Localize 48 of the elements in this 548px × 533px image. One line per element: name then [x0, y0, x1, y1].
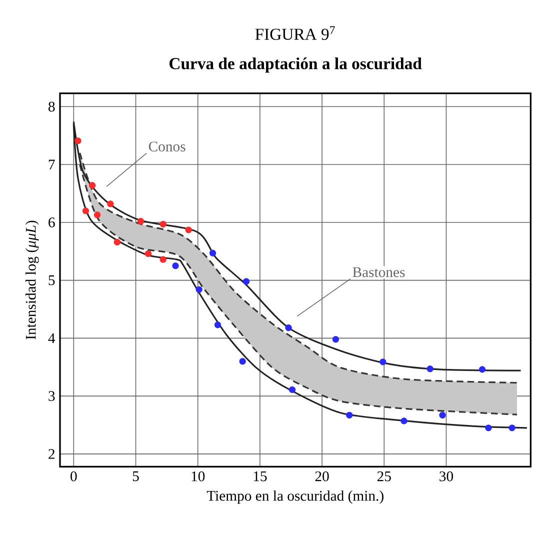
- point: [214, 321, 222, 328]
- point: [288, 386, 296, 393]
- y-tick-label: 5: [48, 275, 55, 285]
- chart-subtitle: Curva de adaptación a la oscuridad: [170, 57, 422, 72]
- y-tick-label: 4: [48, 333, 56, 343]
- point: [160, 256, 166, 263]
- point: [107, 200, 114, 208]
- x-tick-label: 30: [440, 471, 454, 482]
- point: [185, 226, 192, 234]
- point: [74, 137, 82, 144]
- point: [114, 238, 120, 246]
- point: [82, 207, 90, 214]
- point: [285, 324, 292, 331]
- point: [160, 220, 166, 228]
- point: [508, 424, 516, 432]
- x-tick-label: 15: [254, 471, 267, 482]
- point: [478, 366, 486, 373]
- y-tick-label: 7: [48, 160, 55, 170]
- annotation: Conos: [148, 141, 186, 152]
- point: [137, 218, 144, 224]
- y-axis-title: Intensidad log (μμL): [25, 220, 39, 340]
- x-tick-label: 25: [377, 471, 391, 482]
- point: [209, 250, 216, 256]
- point: [144, 250, 152, 257]
- point: [88, 182, 96, 189]
- y-tick-label: 3: [48, 390, 55, 401]
- point: [346, 412, 353, 418]
- x-tick-label: 5: [132, 471, 139, 481]
- x-tick-label: 20: [315, 471, 329, 482]
- point: [332, 336, 340, 342]
- point: [400, 417, 408, 424]
- point: [242, 278, 250, 285]
- chart-title: FIGURA 9$^{7}$: [255, 26, 335, 40]
- point: [196, 286, 202, 293]
- y-tick-label: 6: [48, 217, 55, 228]
- point: [426, 365, 434, 372]
- point: [239, 358, 246, 364]
- point: [94, 211, 101, 218]
- y-tick-label: 2: [48, 448, 54, 459]
- x-tick-label: 0: [70, 471, 77, 482]
- point: [439, 412, 446, 418]
- point: [380, 358, 386, 366]
- y-tick-label: 8: [48, 102, 55, 112]
- annotation: Bastones: [352, 267, 405, 277]
- x-tick-label: 10: [192, 471, 205, 482]
- x-axis-title: Tiempo en la oscuridad (min.): [206, 490, 384, 504]
- point: [172, 262, 179, 269]
- point: [485, 424, 492, 432]
